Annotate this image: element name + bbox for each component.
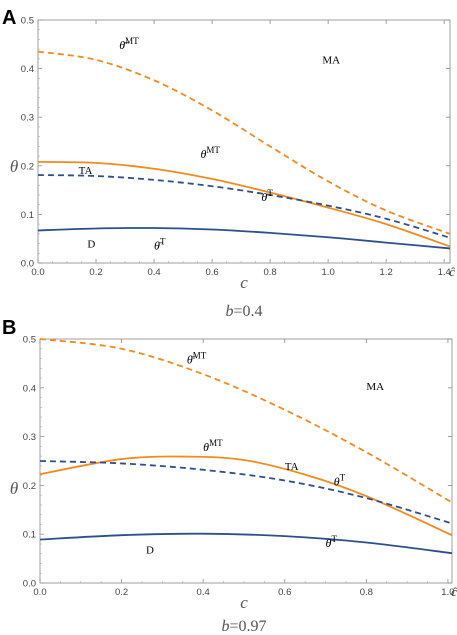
region-label-ta: TA bbox=[79, 165, 93, 177]
series-line-theta-mt bbox=[39, 455, 453, 536]
y-axis-title: θ bbox=[10, 157, 18, 176]
y-tick-label: 0.3 bbox=[21, 113, 34, 124]
series-line-theta-t bbox=[39, 460, 453, 525]
x-tick-label: 1.2 bbox=[380, 267, 393, 278]
x-tick-label: 0.6 bbox=[205, 267, 218, 278]
series-line-theta-mt bbox=[37, 161, 451, 248]
x-tick-label: 0.8 bbox=[360, 587, 373, 598]
series-line-theta-bar-mt bbox=[37, 50, 451, 235]
panel-a: A 0.0 0.1 0.2 0.3 0.4 0.5 0.0 0.2 0.4 0.6 0.8 1.0 1.2… bbox=[2, 7, 455, 320]
x-tick-label: 0.0 bbox=[33, 587, 46, 598]
x-tick-label: 0.2 bbox=[115, 587, 128, 598]
x-tick-label: 1.4 bbox=[438, 267, 451, 278]
series-label-theta-t: θT bbox=[261, 188, 273, 204]
panel-b: B 0.0 0.1 0.2 0.3 0.4 0.5 0.0 0.2 0.4 0.6 0.8 1.0ĉ θ̄… bbox=[2, 317, 457, 635]
y-axis-title: θ bbox=[10, 479, 18, 498]
x-tick-label: 1.0 bbox=[322, 267, 335, 278]
series-label-theta-bar-mt: θ̄MT bbox=[119, 36, 139, 52]
series-line-theta-t bbox=[37, 174, 451, 239]
x-end-label: ĉ bbox=[449, 264, 455, 279]
series-label-theta-bar-mt: θ̄MT bbox=[187, 350, 207, 366]
x-tick-label: 0.8 bbox=[264, 267, 277, 278]
parameter-caption: b=0.97 bbox=[221, 618, 266, 635]
region-label-ma: MA bbox=[322, 55, 340, 67]
x-end-label: ĉ bbox=[451, 584, 457, 599]
plot-frame bbox=[37, 19, 451, 264]
series-line-theta-bar-t bbox=[37, 227, 451, 250]
y-tick-label: 0.1 bbox=[23, 530, 36, 541]
y-tick-label: 0.0 bbox=[21, 259, 34, 270]
y-tick-label: 0.4 bbox=[23, 383, 36, 394]
region-label-d: D bbox=[87, 238, 95, 250]
y-tick-label: 0.3 bbox=[23, 432, 36, 443]
series-label-theta-t: θT bbox=[334, 472, 346, 488]
y-tick-label: 0.2 bbox=[23, 481, 36, 492]
y-tick-label: 0.5 bbox=[21, 16, 34, 27]
region-label-ma: MA bbox=[366, 381, 384, 393]
panel-letter: A bbox=[2, 7, 16, 29]
series-label-theta-bar-t: θ̄T bbox=[326, 534, 338, 550]
x-tick-label: 0.2 bbox=[89, 267, 102, 278]
series-label-theta-mt: θMT bbox=[203, 438, 223, 454]
x-tick-label: 0.4 bbox=[197, 587, 210, 598]
panel-letter: B bbox=[2, 317, 16, 339]
region-label-ta: TA bbox=[285, 461, 299, 473]
y-tick-label: 0.0 bbox=[23, 579, 36, 590]
y-tick-label: 0.4 bbox=[21, 64, 34, 75]
series-label-theta-mt: θMT bbox=[200, 145, 220, 161]
x-tick-label: 1.0 bbox=[441, 587, 454, 598]
series-label-theta-bar-t: θ̄T bbox=[154, 236, 166, 252]
x-tick-label: 0.0 bbox=[31, 267, 44, 278]
x-axis-title: c bbox=[240, 593, 248, 612]
y-tick-label: 0.2 bbox=[21, 161, 34, 172]
x-tick-label: 0.4 bbox=[147, 267, 160, 278]
x-axis-title: c bbox=[240, 273, 248, 292]
series-line-theta-bar-t bbox=[39, 532, 453, 555]
y-tick-label: 0.5 bbox=[23, 335, 36, 346]
x-tick-label: 0.6 bbox=[278, 587, 291, 598]
y-tick-label: 0.1 bbox=[21, 210, 34, 221]
series-line-theta-bar-mt bbox=[39, 338, 453, 504]
parameter-caption: b=0.4 bbox=[225, 303, 262, 320]
region-label-d: D bbox=[146, 545, 154, 557]
